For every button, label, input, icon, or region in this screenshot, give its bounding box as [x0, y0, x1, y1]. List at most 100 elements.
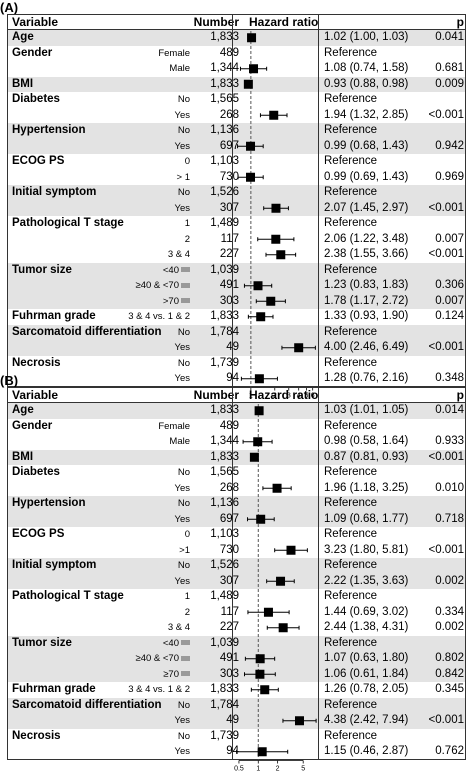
unit-mark-icon [181, 671, 190, 677]
header-row: Variable Number Hazard ratio p [8, 15, 465, 31]
number-value: 1,784 [210, 325, 239, 338]
subgroup-label: Yes [174, 109, 191, 121]
number-value: 491 [219, 279, 239, 291]
variable-label: Tumor size [12, 263, 72, 276]
hazard-ratio-text: 1.07 (0.63, 1.80) [324, 652, 409, 664]
point-estimate [256, 514, 266, 524]
subgroup-label: >70 [163, 294, 190, 310]
number-value: 1,833 [210, 450, 239, 463]
point-estimate [256, 312, 266, 322]
hazard-ratio-text: 0.99 (0.69, 1.43) [324, 170, 409, 183]
hazard-ratio-text: Reference [324, 356, 378, 369]
hazard-ratio-text: 1.06 (0.61, 1.84) [324, 667, 409, 680]
variable-label: Age [12, 31, 34, 43]
table-row: Diabetes No 1,565 Reference [8, 465, 465, 481]
table-row: Yes 268 1.96 (1.18, 3.25) 0.010 [8, 481, 465, 497]
header-p: p [456, 388, 464, 402]
table-row: Necrosis No 1,739 Reference [8, 729, 465, 745]
subgroup-label: 0 [184, 156, 190, 167]
number-value: 1,565 [210, 93, 239, 105]
hazard-ratio-text: Reference [324, 93, 378, 105]
table-row: Male 1,344 1.08 (0.74, 1.58) 0.681 [8, 61, 465, 77]
p-value: <0.001 [428, 201, 465, 214]
number-value: 1,833 [210, 404, 239, 416]
point-estimate [247, 33, 257, 43]
p-value: 0.009 [435, 77, 464, 90]
header-number: Number [193, 388, 239, 402]
variable-label: Diabetes [12, 93, 60, 105]
hazard-ratio-text: Reference [324, 729, 378, 742]
hazard-ratio-text: 1.78 (1.17, 2.72) [324, 294, 409, 307]
x-tick-label: 5 [304, 393, 308, 400]
variable-label: Age [12, 404, 34, 416]
unit-mark-icon [181, 282, 190, 288]
point-estimate [276, 250, 286, 260]
unit-mark-icon [181, 655, 190, 661]
header-hazard-ratio: Hazard ratio [249, 15, 319, 29]
number-value: 1,103 [210, 155, 239, 167]
subgroup-label: <40 [163, 263, 190, 279]
header-hazard-ratio: Hazard ratio [249, 388, 319, 402]
number-value: 491 [219, 652, 239, 664]
number-value: 227 [219, 248, 239, 260]
table-row: BMI 1,833 0.87 (0.81, 0.93) <0.001 [8, 449, 465, 465]
hazard-ratio-text: 1.96 (1.18, 3.25) [324, 481, 409, 494]
header-row: Variable Number Hazard ratio p [8, 388, 465, 404]
table-row: Yes 268 1.94 (1.32, 2.85) <0.001 [8, 108, 465, 124]
number-value: 489 [219, 46, 239, 59]
p-value: 0.942 [435, 139, 464, 152]
variable-label: Hypertension [12, 497, 86, 509]
number-value: 117 [220, 232, 239, 245]
table-row: Male 1,344 0.98 (0.58, 1.64) 0.933 [8, 434, 465, 450]
hazard-ratio-text: 2.22 (1.35, 3.63) [324, 574, 409, 587]
point-estimate [249, 64, 259, 74]
hazard-ratio-text: 1.23 (0.83, 1.83) [324, 279, 409, 291]
hazard-ratio-text: 0.87 (0.81, 0.93) [324, 450, 409, 463]
variable-label: Sarcomatoid differentiation [12, 325, 162, 338]
p-value: 0.124 [435, 310, 464, 322]
p-value: 0.718 [435, 512, 464, 525]
hazard-ratio-text: 1.26 (0.78, 2.05) [324, 683, 409, 695]
variable-label: Initial symptom [12, 186, 97, 198]
point-estimate [243, 79, 253, 89]
plot-divider-left [232, 387, 233, 760]
number-value: 1,039 [210, 636, 239, 649]
table-row: ≥70 303 1.06 (0.61, 1.84) 0.842 [8, 666, 465, 682]
table-row: Pathological T stage 1 1,489 Reference [8, 589, 465, 605]
p-value: <0.001 [428, 248, 465, 260]
hazard-ratio-text: 4.00 (2.46, 6.49) [324, 341, 409, 353]
variable-label: Sarcomatoid differentiation [12, 698, 162, 711]
subgroup-label: 3 & 4 [167, 622, 190, 633]
number-value: 1,489 [210, 590, 239, 602]
variable-label: BMI [12, 77, 34, 90]
subgroup-label: No [177, 94, 190, 105]
table-row: Yes494.38 (2.42, 7.94)<0.001 [8, 713, 465, 729]
subgroup-label: 2 [184, 606, 190, 618]
header-divider [8, 402, 465, 403]
number-value: 303 [219, 294, 239, 307]
unit-mark-icon [181, 298, 190, 304]
number-value: 227 [219, 621, 239, 633]
table-row: ≥40 & <70 491 1.23 (0.83, 1.83) 0.306 [8, 278, 465, 294]
subgroup-label: 2 [184, 233, 190, 245]
x-tick-label: 2 [273, 393, 277, 400]
hazard-ratio-text: 1.33 (0.93, 1.90) [324, 310, 409, 322]
forest-plot-area: 0.5 1 2 5 [234, 404, 317, 773]
table-row: 3 & 4 227 2.38 (1.55, 3.66) <0.001 [8, 247, 465, 263]
table-row: >70 303 1.78 (1.17, 2.72) 0.007 [8, 293, 465, 310]
subgroup-label: No [177, 467, 190, 478]
p-value: 0.007 [435, 232, 464, 245]
number-value: 1,489 [210, 217, 239, 229]
point-estimate [255, 669, 265, 679]
x-tick-label: 0.5 [234, 766, 244, 773]
table-row: Sarcomatoid differentiation No 1,784 Refere… [8, 324, 465, 340]
variable-label: Initial symptom [12, 559, 97, 571]
variable-label: Tumor size [12, 636, 72, 649]
p-value: <0.001 [428, 450, 465, 463]
panel-label-a: (A) [0, 0, 19, 15]
hazard-ratio-text: 1.28 (0.76, 2.16) [324, 372, 409, 384]
p-value: 0.842 [435, 667, 464, 680]
header-number: Number [193, 15, 239, 29]
variable-label: ECOG PS [12, 155, 65, 167]
